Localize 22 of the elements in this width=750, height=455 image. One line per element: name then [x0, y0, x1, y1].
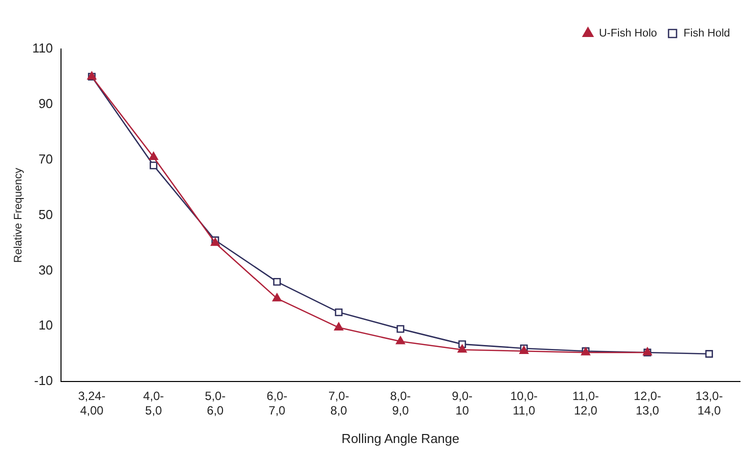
x-tick-label: 11,0- 12,0 [572, 389, 599, 418]
y-tick-label: -10 [34, 373, 53, 388]
y-tick-label: 50 [38, 206, 53, 222]
x-tick-label: 9,0- 10 [452, 389, 473, 418]
x-tick-label: 8,0- 9,0 [390, 389, 411, 418]
y-tick-label: 110 [32, 40, 53, 56]
x-tick-label: 4,0- 5,0 [143, 389, 164, 418]
x-tick-label: 10,0- 11,0 [510, 389, 538, 418]
y-tick-label: 90 [38, 96, 53, 112]
x-tick-label: 3,24- 4,00 [78, 389, 106, 418]
y-axis-title: Relative Frequency [12, 167, 25, 263]
y-tick-label: 30 [38, 262, 53, 278]
y-tick-label: 70 [38, 151, 53, 166]
x-tick-label: 5,0- 6,0 [204, 389, 226, 418]
x-tick-label: 6,0- 7,0 [266, 389, 288, 418]
y-tick-label: 10 [38, 318, 53, 333]
x-tick-label: 13,0- 14,0 [695, 389, 723, 418]
x-tick-label: 12,0- 13,0 [634, 389, 662, 418]
legend-label: Fish Hold [684, 28, 730, 40]
legend-label: U-Fish Holo [598, 28, 658, 40]
x-tick-label: 7,0- 8,0 [328, 389, 350, 418]
x-axis-title: Rolling Angle Range [342, 430, 460, 446]
